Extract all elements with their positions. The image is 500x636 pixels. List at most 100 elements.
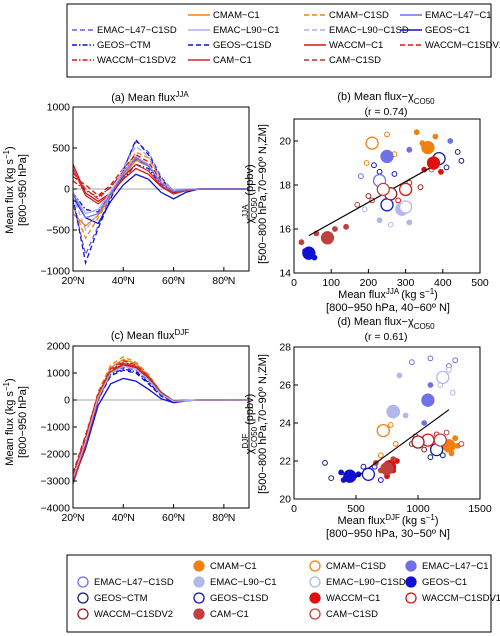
- legend-marker-swatch: [405, 576, 417, 588]
- panel-d-title: (d) Mean flux−χCO50: [337, 316, 435, 331]
- scatter-point-mean: [421, 140, 435, 155]
- panel-b-xlabel: Mean fluxJJA (kg s−1): [338, 287, 438, 301]
- scatter-point-mean: [343, 469, 357, 483]
- scatter-point-mean: [380, 149, 394, 164]
- marker-legend-entry: WACCM−C1SDV2: [77, 608, 173, 620]
- scatter-point-small: [396, 372, 403, 379]
- marker-legend-entry: WACCM−C1SDV1: [405, 592, 500, 604]
- line-legend: CMAM−C1 CMAM−C1SD EMAC−L47−C1SD EMAC−L90−C1…: [66, 3, 500, 78]
- legend-marker-swatch: [193, 608, 205, 620]
- flux-series-line: [72, 362, 249, 475]
- x-tick-label: 500: [347, 503, 365, 515]
- x-tick-label: 0: [291, 277, 297, 289]
- regression-line: [308, 160, 444, 237]
- flux-series-line: [72, 368, 249, 478]
- scatter-point-small: [360, 463, 367, 470]
- legend-marker-swatch: [309, 576, 321, 588]
- legend-marker-swatch: [193, 592, 205, 604]
- scatter-point-small: [454, 149, 461, 155]
- scatter-point-mean: [386, 404, 400, 419]
- scatter-point-small: [363, 160, 370, 166]
- y-tick-label: 24: [279, 418, 291, 430]
- y-tick-label: 26: [279, 380, 291, 392]
- scatter-point-small: [443, 429, 450, 436]
- scatter-point-small: [376, 217, 383, 224]
- scatter-point-small: [443, 164, 450, 171]
- line-legend-label: EMAC−L47−C1SD: [97, 25, 177, 36]
- line-legend-entry: CMAM−C1: [188, 10, 260, 21]
- panel-d-ylabel-line2: [500−800 hPa,70−90º N,ZM]: [257, 354, 269, 494]
- scatter-point-small: [449, 389, 456, 396]
- scatter-point-small: [427, 382, 434, 388]
- flux-series-line: [72, 365, 249, 479]
- y-tick-label: 2000: [47, 341, 71, 353]
- x-tick-label: 60ºN: [162, 275, 185, 287]
- scatter-point-small: [452, 357, 459, 364]
- scatter-point-mean: [380, 461, 394, 476]
- marker-legend-entry: CAM−C1SD: [309, 608, 378, 620]
- panel-d-djf-scatter: (d) Mean flux−χCO50 (r = 0.61) χDJFCO50(…: [241, 316, 492, 540]
- marker-legend-label: EMAC−L90−C1SD: [326, 577, 406, 588]
- y-tick-label: 1000: [47, 368, 71, 380]
- scatter-point-small: [447, 138, 454, 144]
- line-legend-label: GEOS−CTM: [97, 40, 151, 51]
- scatter-point-small: [446, 366, 452, 373]
- panel-d-r-value: (r = 0.61): [365, 331, 408, 343]
- x-tick-label: 0: [291, 503, 297, 515]
- x-tick-label: 80ºN: [212, 512, 235, 524]
- legend-marker-swatch: [77, 608, 89, 620]
- scatter-point-small: [376, 168, 383, 175]
- y-tick-label: 0: [64, 395, 70, 407]
- scatter-point-mean: [398, 182, 413, 197]
- marker-legend-label: CMAM−C1SD: [326, 561, 386, 572]
- line-legend-label: EMAC−L90−C1: [213, 25, 280, 36]
- marker-legend-entry: CAM−C1: [193, 608, 249, 620]
- marker-legend-label: EMAC−L47−C1SD: [94, 577, 174, 588]
- x-tick-label: 1000: [406, 503, 430, 515]
- marker-legend-label: GEOS−C1: [422, 577, 467, 588]
- scatter-point-small: [458, 157, 465, 164]
- line-legend-label: EMAC−L47−C1: [425, 10, 492, 21]
- panel-b-r-value: (r = 0.74): [365, 106, 408, 118]
- scatter-point-small: [384, 131, 390, 138]
- line-legend-entry: GEOS−CTM: [72, 40, 151, 51]
- marker-legend-entry: EMAC−L47−C1SD: [77, 576, 174, 588]
- marker-legend-label: GEOS−C1SD: [210, 593, 268, 604]
- marker-legend-label: CMAM−C1: [210, 561, 257, 572]
- panel-d-xlabel: Mean fluxDJF (kg s−1): [337, 513, 438, 527]
- marker-legend-entry: GEOS−CTM: [77, 592, 148, 604]
- legend-marker-swatch: [77, 576, 89, 588]
- panel-c-ylabel-line2: [800−950 hPa]: [17, 386, 29, 458]
- scatter-point-small: [406, 219, 413, 226]
- x-tick-label: 20ºN: [61, 512, 84, 524]
- line-legend-entry: WACCM−C1SDV2: [72, 55, 176, 66]
- marker-legend-label: EMAC−L47−C1: [422, 561, 489, 572]
- x-tick-label: 500: [471, 277, 489, 289]
- scatter-point-mean: [426, 156, 441, 170]
- y-tick-label: −4000: [41, 503, 71, 515]
- scatter-point-small: [427, 454, 434, 461]
- panel-c-ylabel: Mean flux (kg s−1): [2, 378, 16, 465]
- marker-legend-entry: WACCM−C1: [309, 592, 380, 604]
- flux-series-line: [72, 364, 249, 484]
- y-tick-label: 1000: [47, 102, 71, 114]
- flux-series-line: [72, 157, 249, 198]
- scatter-point-small: [421, 420, 428, 426]
- flux-series-line: [72, 145, 249, 232]
- flux-series-line: [72, 358, 249, 479]
- scatter-point-small: [417, 184, 424, 191]
- x-tick-label: 80ºN: [212, 275, 235, 287]
- flux-series-line: [72, 366, 249, 476]
- panel-a-ylabel-line2: [800−950 hPa]: [17, 154, 29, 226]
- line-legend-entry: CAM−C1: [188, 55, 252, 66]
- marker-legend-entry: GEOS−C1: [405, 576, 467, 588]
- line-legend-frame: [66, 3, 492, 78]
- marker-legend-entry: CMAM−C1: [193, 560, 257, 572]
- scatter-point-small: [387, 422, 394, 428]
- y-tick-label: 0: [64, 184, 70, 196]
- scatter-point-small: [408, 359, 415, 366]
- scatter-point-small: [298, 239, 305, 246]
- flux-series-line: [72, 360, 249, 476]
- legend-marker-swatch: [309, 560, 321, 572]
